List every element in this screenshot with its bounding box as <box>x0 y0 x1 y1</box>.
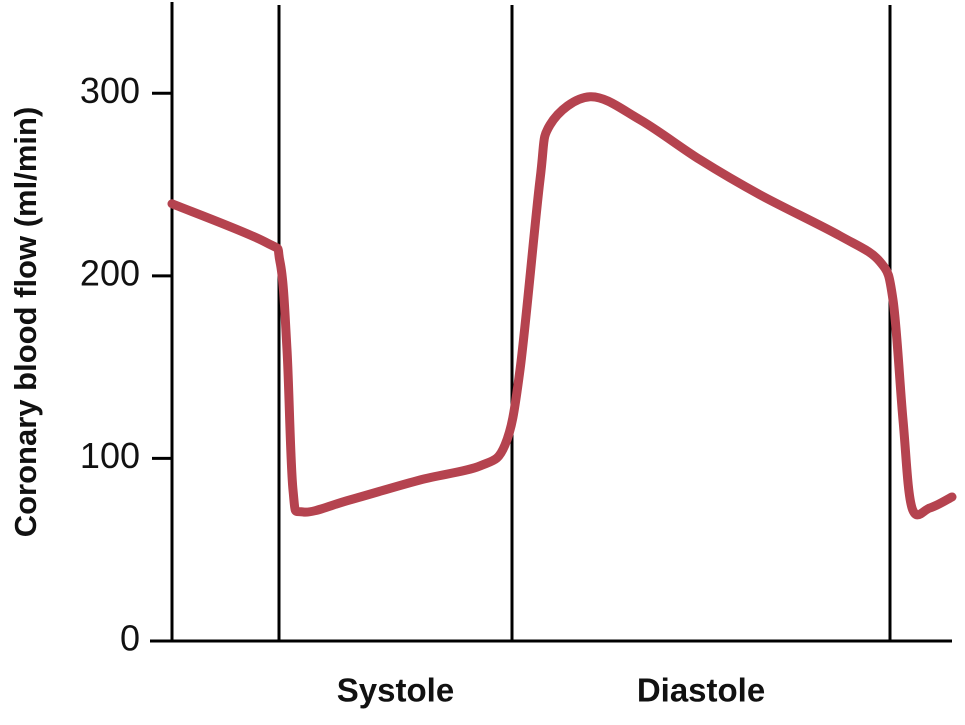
y-tick-label: 100 <box>80 435 140 476</box>
y-axis-label: Coronary blood flow (ml/min) <box>8 107 43 538</box>
phase-label: Systole <box>337 672 454 709</box>
y-tick-label: 0 <box>120 618 140 659</box>
phase-label: Diastole <box>637 672 765 709</box>
flow-line <box>167 92 957 520</box>
y-tick-label: 300 <box>80 70 140 111</box>
y-tick-label: 200 <box>80 252 140 293</box>
